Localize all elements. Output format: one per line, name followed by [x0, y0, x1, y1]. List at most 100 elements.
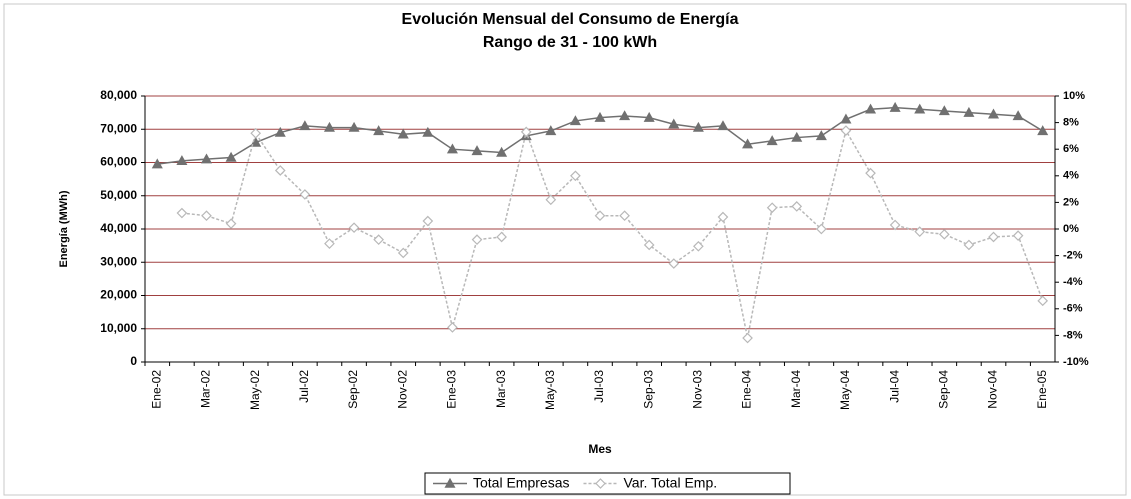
data-point [274, 165, 286, 176]
x-tick-label: Sep-02 [346, 370, 360, 409]
y-tick-label: 0 [130, 354, 137, 368]
y2-tick-label: 8% [1063, 117, 1079, 129]
y-tick-label: 20,000 [100, 288, 137, 302]
y-tick-label: 50,000 [100, 188, 137, 202]
data-point [668, 258, 680, 269]
data-point [422, 126, 434, 137]
data-point [963, 239, 975, 251]
data-point [816, 223, 827, 235]
data-point [643, 111, 655, 122]
chart-subtitle: Rango de 31 - 100 kWh [483, 34, 657, 51]
data-point [791, 201, 803, 212]
y-tick-label: 70,000 [100, 121, 137, 135]
data-point [766, 135, 778, 146]
data-point [988, 231, 999, 243]
data-point [545, 125, 557, 136]
y2-tick-label: 4% [1063, 170, 1079, 182]
data-point [742, 138, 754, 149]
x-tick-label: Ene-03 [445, 370, 459, 409]
x-axis-label: Mes [588, 442, 612, 456]
data-point [520, 126, 532, 138]
y2-tick-label: 10% [1063, 90, 1085, 102]
data-point [1037, 295, 1049, 307]
data-point [422, 215, 434, 227]
data-point [569, 115, 581, 126]
data-point [446, 143, 458, 154]
y-tick-label: 10,000 [100, 321, 137, 335]
data-point [225, 218, 237, 230]
x-tick-label: May-04 [838, 370, 852, 410]
data-point [594, 210, 606, 222]
data-point [373, 234, 384, 245]
data-point [619, 210, 630, 222]
x-tick-label: Mar-02 [199, 370, 213, 408]
data-point [889, 219, 901, 231]
x-tick-label: Mar-04 [789, 370, 803, 408]
x-tick-label: Jul-03 [592, 370, 606, 403]
data-point [299, 189, 311, 200]
legend-label: Var. Total Emp. [623, 475, 717, 491]
data-point [348, 222, 360, 234]
y2-tick-label: -6% [1063, 303, 1083, 315]
y2-tick-label: -10% [1063, 356, 1089, 368]
data-point [619, 110, 631, 121]
data-point [299, 120, 311, 131]
data-point [889, 101, 901, 112]
y-tick-label: 40,000 [100, 221, 137, 235]
y-tick-label: 30,000 [100, 254, 137, 268]
data-point [840, 113, 852, 124]
legend-marker [444, 477, 456, 488]
data-point [963, 106, 975, 117]
data-point [176, 207, 188, 219]
x-tick-label: Sep-03 [641, 370, 655, 409]
y2-tick-label: 2% [1063, 196, 1079, 208]
x-tick-label: May-03 [543, 370, 557, 410]
data-point [1037, 125, 1049, 136]
y-tick-label: 60,000 [100, 155, 137, 169]
data-point [348, 121, 360, 132]
data-point [496, 146, 508, 157]
legend-box [424, 472, 791, 495]
data-point [397, 247, 409, 259]
x-tick-label: Jul-04 [887, 370, 901, 403]
data-point [151, 158, 163, 169]
data-point [1012, 110, 1024, 121]
data-point [693, 240, 704, 252]
y-tick-label: 80,000 [100, 88, 137, 102]
x-tick-label: Sep-04 [936, 370, 950, 409]
data-point [938, 105, 950, 116]
data-point [447, 322, 458, 333]
data-point [176, 155, 188, 166]
x-tick-label: Mar-03 [494, 370, 508, 408]
data-point [692, 121, 704, 132]
data-point [250, 127, 262, 139]
data-point [570, 170, 581, 182]
x-tick-label: Nov-02 [395, 370, 409, 409]
data-point [274, 126, 286, 137]
data-point [594, 111, 606, 122]
y-axis-label: Energía (MWh) [58, 190, 70, 267]
data-point [938, 228, 950, 240]
x-tick-label: Ene-02 [149, 370, 163, 409]
x-tick-label: May-02 [248, 370, 262, 410]
chart-frame [3, 3, 1127, 496]
data-point [643, 239, 655, 251]
data-point [865, 103, 877, 114]
x-tick-label: Jul-02 [297, 370, 311, 403]
x-tick-label: Nov-03 [691, 370, 705, 409]
data-point [323, 121, 335, 132]
data-point [471, 145, 483, 156]
y2-tick-label: -2% [1063, 250, 1083, 262]
y2-tick-label: 0% [1063, 223, 1079, 235]
data-point [225, 151, 237, 162]
data-point [766, 202, 778, 214]
data-point [397, 128, 409, 139]
chart-title: Evolución Mensual del Consumo de Energía [402, 11, 739, 28]
data-point [201, 210, 212, 222]
data-point [914, 226, 926, 238]
data-point [791, 131, 803, 142]
data-point [717, 120, 729, 131]
data-point [987, 108, 1000, 119]
y2-tick-label: -8% [1063, 329, 1083, 341]
